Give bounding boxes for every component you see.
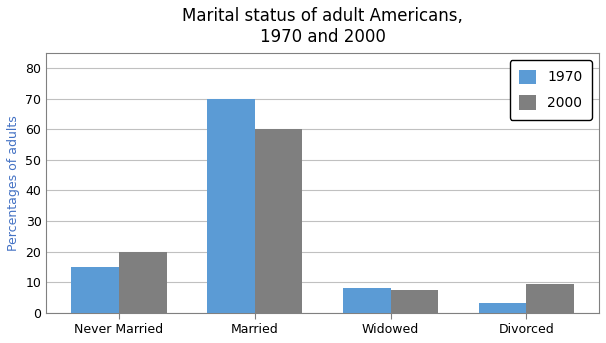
Bar xyxy=(119,251,167,312)
Bar xyxy=(391,290,438,312)
Bar xyxy=(343,288,391,312)
Bar xyxy=(527,284,574,312)
Title: Marital status of adult Americans,
1970 and 2000: Marital status of adult Americans, 1970 … xyxy=(182,7,463,46)
Legend: 1970, 2000: 1970, 2000 xyxy=(510,60,592,120)
Bar xyxy=(72,267,119,312)
Bar xyxy=(207,99,255,312)
Bar xyxy=(255,129,302,312)
Y-axis label: Percentages of adults: Percentages of adults xyxy=(7,115,20,251)
Bar xyxy=(479,304,527,312)
